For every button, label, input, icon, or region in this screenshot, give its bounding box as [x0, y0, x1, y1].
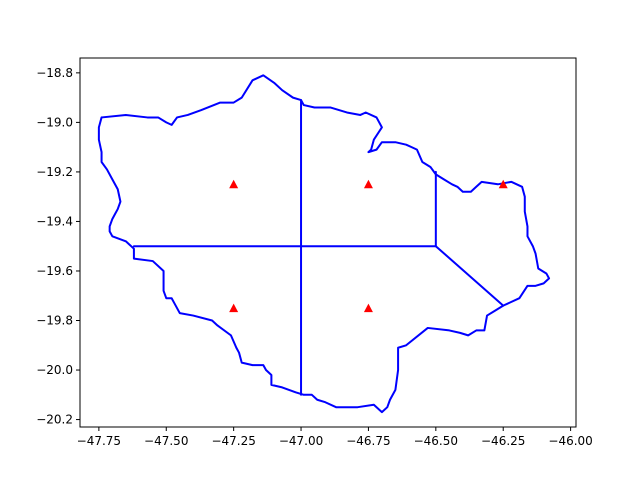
x-axis: −47.75 −47.50 −47.25 −47.00 −46.75 −46.50 −46.… [77, 427, 593, 448]
axes-frame [79, 57, 577, 428]
y-tick-label: −19.4 [36, 214, 73, 228]
x-tick-label: −47.75 [77, 434, 121, 448]
y-tick-label: −19.2 [36, 165, 73, 179]
y-tick-label: −20.2 [36, 413, 73, 427]
x-tick-label: −46.75 [346, 434, 390, 448]
triangle-marker-2 [363, 179, 373, 189]
plot-area [97, 74, 551, 414]
triangle-marker-3 [498, 179, 508, 189]
y-tick-label: −19.8 [36, 314, 73, 328]
x-tick-label: −47.00 [279, 434, 323, 448]
triangle-marker-4 [229, 303, 239, 313]
x-tick-label: −46.00 [548, 434, 592, 448]
boundary-line [97, 74, 551, 414]
y-tick-label: −19.0 [36, 115, 73, 129]
y-tick-label: −19.6 [36, 264, 73, 278]
division-line-4 [434, 245, 505, 307]
triangle-marker-1 [229, 179, 239, 189]
y-tick-label: −18.8 [36, 66, 73, 80]
x-tick-label: −46.25 [481, 434, 525, 448]
x-tick-label: −46.50 [414, 434, 458, 448]
x-tick-label: −47.25 [211, 434, 255, 448]
triangle-marker-5 [363, 303, 373, 313]
y-axis: −18.8 −19.0 −19.2 −19.4 −19.6 −19.8 −20.0 −20.2 [36, 66, 80, 427]
x-tick-label: −47.50 [144, 434, 188, 448]
y-tick-label: −20.0 [36, 363, 73, 377]
